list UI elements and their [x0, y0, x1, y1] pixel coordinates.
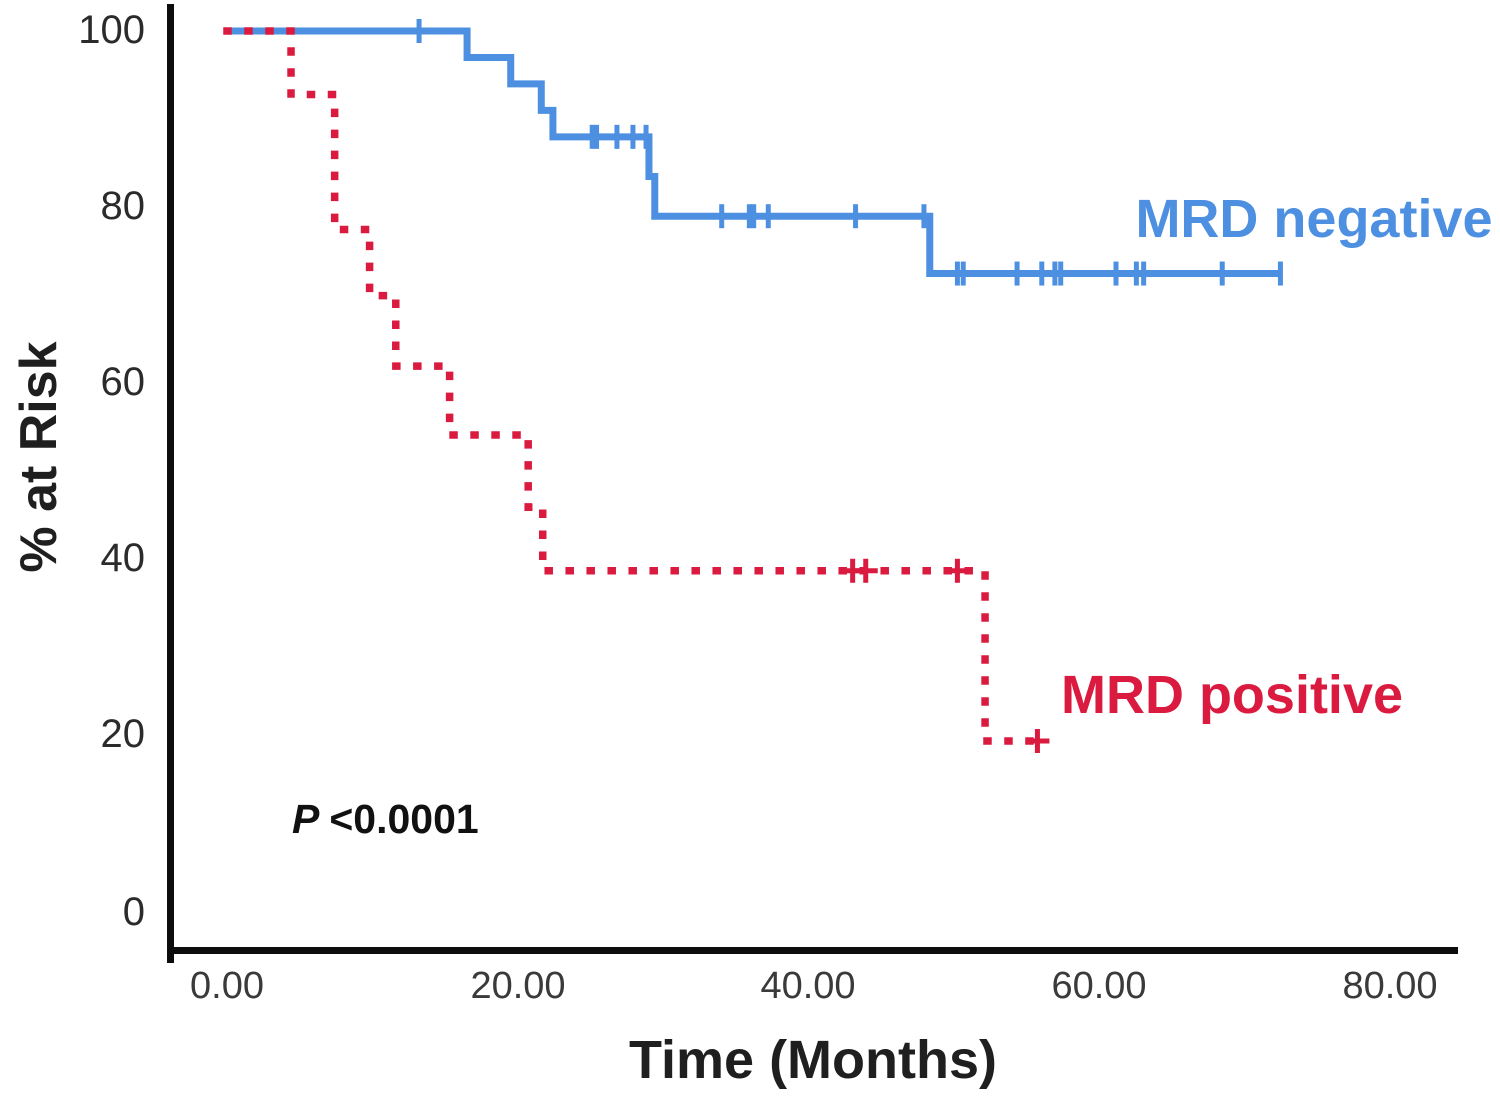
series-mrd-negative-curve: [227, 27, 1281, 278]
series-mrd-positive: [223, 27, 1050, 754]
series-label-mrd-positive: MRD positive: [1061, 665, 1403, 725]
x-tick-label-80: 80.00: [1342, 965, 1437, 1007]
y-axis-title: % at Risk: [10, 341, 68, 572]
y-tick-label-100: 100: [78, 8, 145, 52]
p-value-annotation: P <0.0001: [292, 796, 479, 842]
y-tick-label-80: 80: [101, 184, 146, 228]
y-tick-label-40: 40: [101, 536, 146, 580]
y-tick-label-0: 0: [123, 890, 145, 934]
y-tick-label-60: 60: [101, 360, 146, 404]
series-mrd-negative: [227, 19, 1283, 286]
x-tick-label-0: 0.00: [190, 965, 264, 1007]
x-tick-label-20: 20.00: [470, 965, 565, 1007]
y-tick-label-20: 20: [101, 712, 146, 756]
p-value-number: <0.0001: [329, 796, 478, 842]
series-label-mrd-negative: MRD negative: [1135, 189, 1492, 249]
km-curves: [223, 19, 1283, 754]
p-value-prefix: P: [292, 796, 320, 842]
series-mrd-negative-censor-marks: [416, 19, 1283, 286]
series-mrd-positive-censor-marks: [840, 558, 1050, 754]
x-axis-title: Time (Months): [629, 1030, 997, 1090]
x-tick-label-60: 60.00: [1051, 965, 1146, 1007]
x-tick-label-40: 40.00: [760, 965, 855, 1007]
